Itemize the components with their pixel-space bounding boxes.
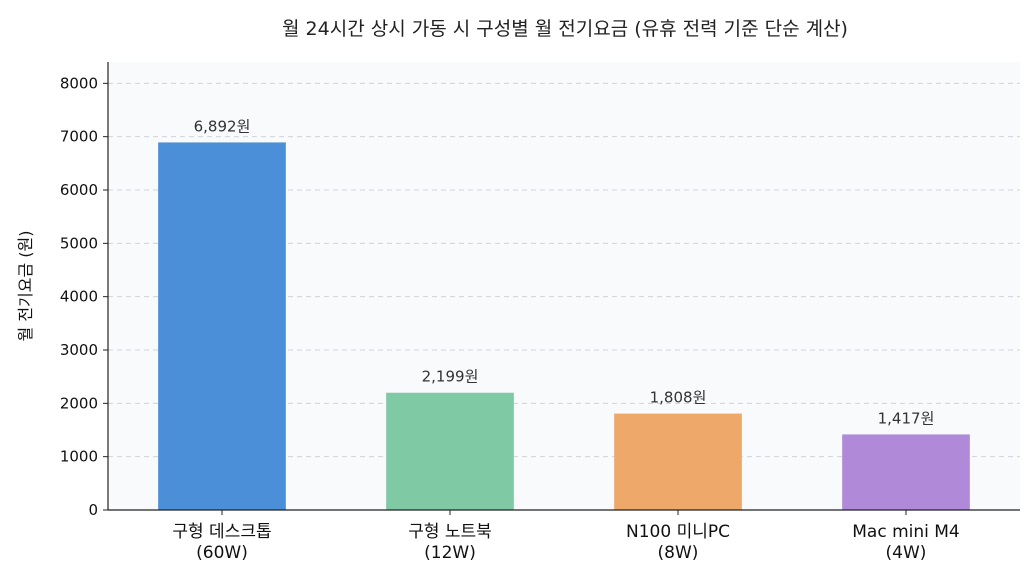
- bar-value-label: 1,417원: [878, 409, 935, 427]
- x-tick-sublabel: (4W): [886, 543, 927, 563]
- x-tick-label: N100 미니PC: [626, 522, 730, 542]
- chart-title: 월 24시간 상시 가동 시 구성별 월 전기요금 (유휴 전력 기준 단순 계…: [282, 18, 848, 40]
- x-tick-label: 구형 노트북: [408, 522, 492, 542]
- x-tick-sublabel: (60W): [196, 543, 248, 563]
- y-tick-label: 1000: [60, 448, 98, 466]
- bar: [842, 434, 970, 510]
- y-tick-label: 4000: [60, 288, 98, 306]
- y-tick-label: 5000: [60, 234, 98, 252]
- bar: [386, 392, 514, 510]
- y-tick-label: 0: [88, 501, 98, 519]
- value-labels: 6,892원 2,199원 1,808원 1,417원: [194, 117, 935, 427]
- y-tick-label: 6000: [60, 181, 98, 199]
- bar: [614, 413, 742, 510]
- bars: [158, 142, 970, 510]
- y-axis-label: 월 전기요금 (원): [16, 231, 35, 342]
- bar: [158, 142, 286, 510]
- x-tick-sublabel: (12W): [424, 543, 476, 563]
- x-tick-label: Mac mini M4: [852, 522, 960, 542]
- bar-value-label: 6,892원: [194, 117, 251, 135]
- x-tick-sublabel: (8W): [658, 543, 699, 563]
- y-tick-label: 7000: [60, 128, 98, 146]
- x-axis-ticks: 구형 데스크톱(60W) 구형 노트북(12W) N100 미니PC(8W) Mac …: [172, 510, 960, 563]
- x-tick-label: 구형 데스크톱: [172, 522, 271, 542]
- bar-value-label: 1,808원: [650, 389, 707, 407]
- y-tick-label: 8000: [60, 74, 98, 92]
- y-tick-label: 2000: [60, 394, 98, 412]
- bar-value-label: 2,199원: [422, 368, 479, 386]
- y-tick-label: 3000: [60, 341, 98, 359]
- y-axis-ticks: 0 1000 2000 3000 4000 5000 6000 7000 8000: [60, 74, 108, 519]
